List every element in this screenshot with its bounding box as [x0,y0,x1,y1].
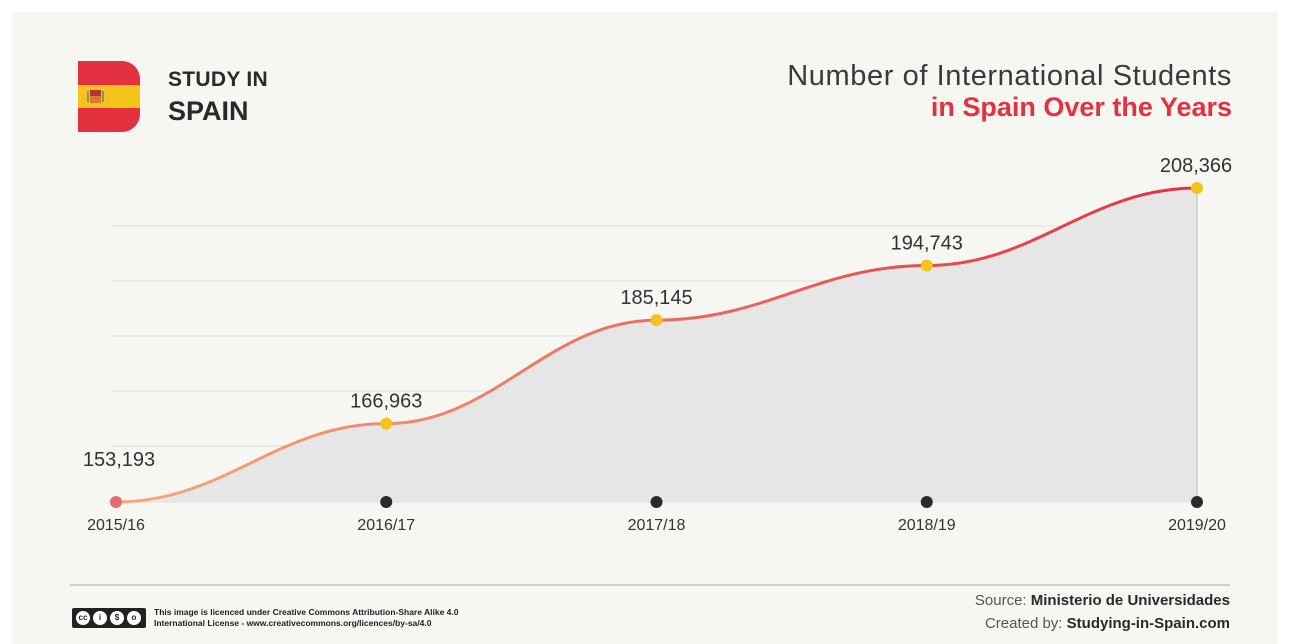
data-point [920,259,933,272]
data-point [380,417,393,430]
source-credit: Source: Ministerio de Universidades [975,592,1230,609]
data-label: 208,366 [1160,155,1232,177]
created-label: Created by: [984,615,1063,632]
area-fill [116,188,1197,502]
chart-title-line-2: in Spain Over the Years [930,92,1232,122]
licence-line-1: This image is licenced under Creative Co… [154,607,459,617]
data-label: 153,193 [83,449,155,471]
x-tick-label: 2017/18 [628,517,686,534]
licence-text: This image is licenced under Creative Co… [154,607,459,629]
x-tick-label: 2018/19 [898,517,956,534]
creative-commons-badge: cc i $ o [72,608,146,628]
data-point [1191,182,1203,194]
x-tick-label: 2019/20 [1168,517,1226,534]
source-value: Ministerio de Universidades [1030,592,1230,609]
data-label: 185,145 [620,287,692,309]
brand-line-1: STUDY IN [168,68,269,91]
chart-marks: 2015/16 153,193 2016/17 166,963 2017/18 185,1… [83,155,1232,534]
x-tick-label: 2015/16 [87,517,145,534]
brand-line-2: SPAIN [168,96,249,126]
spain-flag-logo [78,61,140,132]
data-point [650,314,663,327]
axis-dot [110,496,122,508]
data-label: 166,963 [350,391,422,413]
x-tick-label: 2016/17 [357,517,415,534]
creator-credit: Created by: Studying-in-Spain.com [985,615,1230,632]
coat-of-arms-icon [87,90,104,103]
source-label: Source: [974,592,1027,609]
data-label: 194,743 [891,233,963,255]
axis-dot [1191,496,1203,508]
licence-line-2: International License - www.creativecomm… [154,618,432,628]
footer-divider [70,584,1230,586]
chart-title-line-1: Number of International Students [787,60,1232,92]
created-value: Studying-in-Spain.com [1066,615,1230,632]
axis-dot [920,496,933,508]
axis-dot [380,496,393,508]
axis-dot [650,496,663,508]
